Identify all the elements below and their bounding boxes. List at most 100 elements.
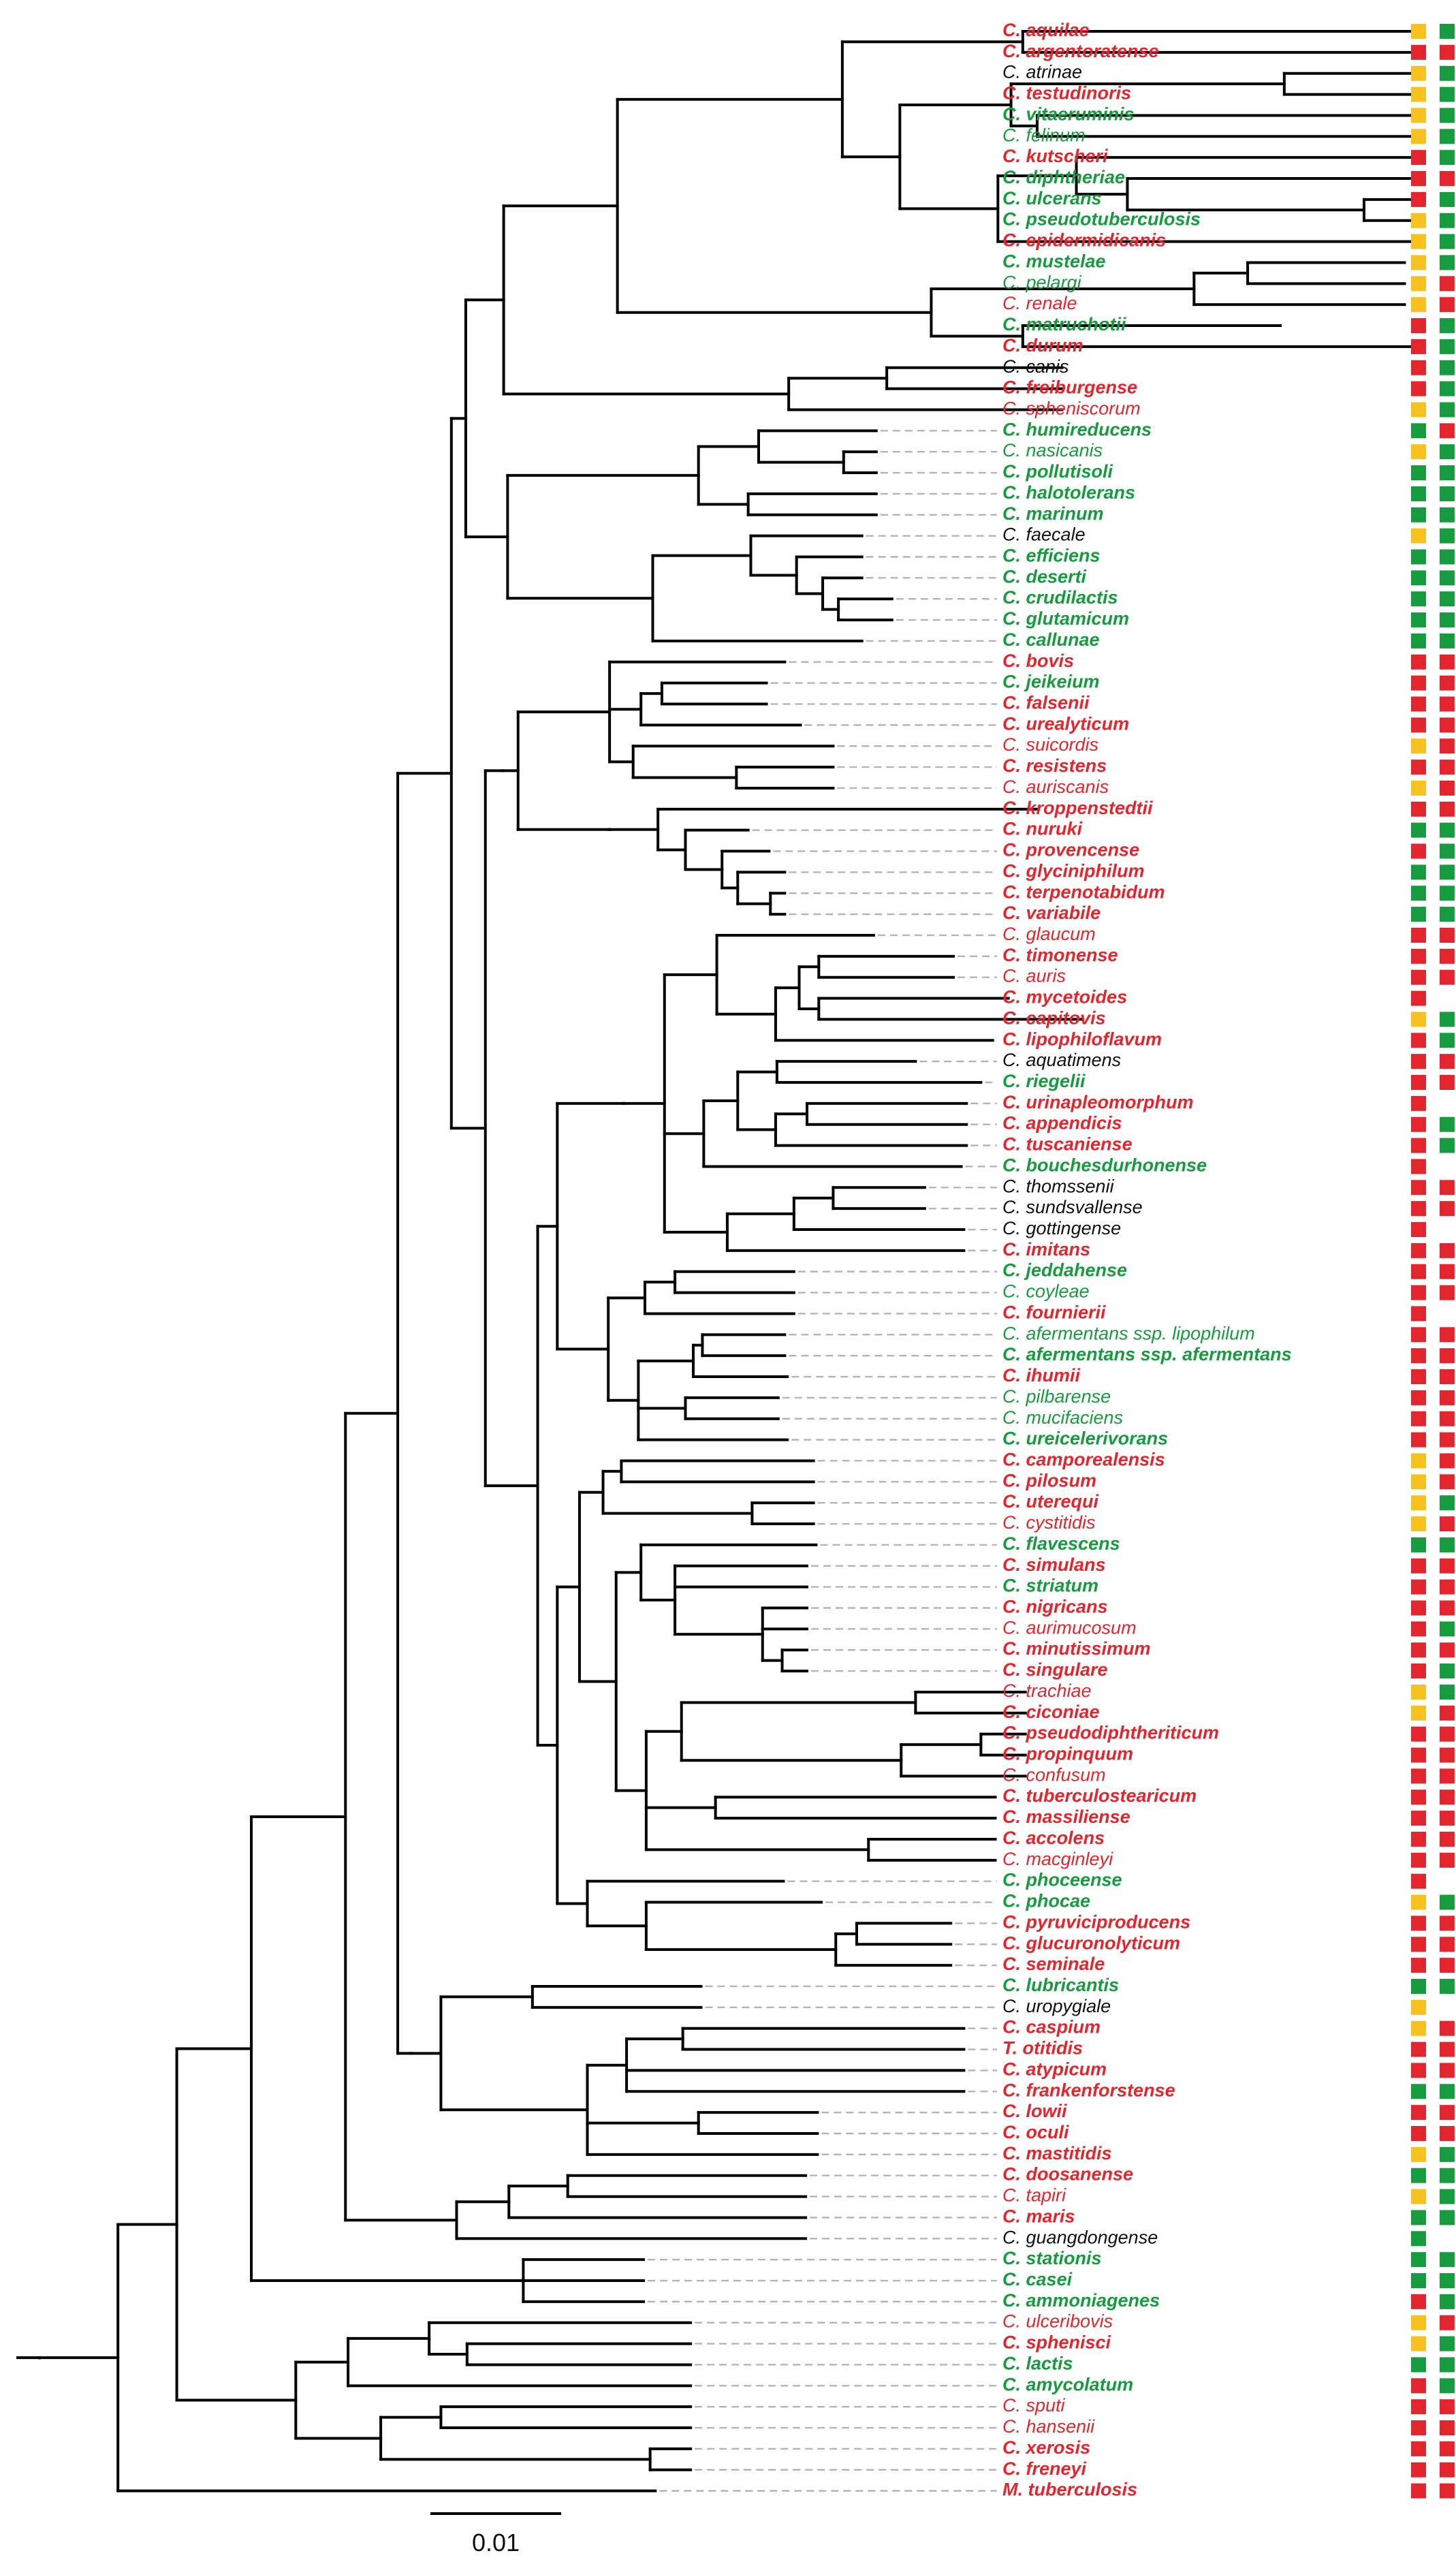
taxon-epithet: tuscaniense <box>1026 1134 1133 1155</box>
taxon-epithet: glucuronolyticum <box>1026 1933 1181 1953</box>
status-square-sputi-1 <box>1411 2399 1426 2415</box>
taxon-label-casei: C. casei <box>1002 2269 1073 2289</box>
taxon-epithet: ulceribovis <box>1026 2311 1113 2332</box>
taxon-epithet: variabile <box>1026 903 1101 923</box>
taxon-label-frankenforstense: C. frankenforstense <box>1002 2080 1175 2100</box>
status-square-lipophiloflavum-2 <box>1440 1033 1455 1048</box>
taxon-epithet: flavescens <box>1026 1533 1120 1554</box>
status-square-renale-2 <box>1440 297 1455 313</box>
status-square-cystitidis-1 <box>1411 1516 1426 1532</box>
taxon-epithet: canis <box>1026 356 1069 377</box>
taxon-epithet: testudinoris <box>1026 83 1132 104</box>
taxon-label-glutamicum: C. glutamicum <box>1002 608 1129 629</box>
status-square-kutscheri-1 <box>1411 150 1426 166</box>
status-square-atrinae-2 <box>1440 65 1455 81</box>
status-square-deserti-2 <box>1440 570 1455 586</box>
taxon-label-kutscheri: C. kutscheri <box>1002 146 1108 166</box>
status-square-pilosum-1 <box>1411 1474 1426 1490</box>
status-square-lubricantis-1 <box>1411 1978 1426 1994</box>
status-square-ureicelerivorans-2 <box>1440 1432 1455 1448</box>
scale-bar: 0.01 <box>430 2512 561 2557</box>
taxon-epithet: freiburgense <box>1026 377 1138 398</box>
status-square-diphtheriae-2 <box>1440 171 1455 187</box>
status-square-aurimucosum-2 <box>1440 1621 1455 1637</box>
taxon-label-otitidis: T. otitidis <box>1002 2038 1083 2059</box>
taxon-genus: C. <box>1002 1996 1026 2016</box>
taxon-genus: C. <box>1002 503 1026 524</box>
status-square-stationis-1 <box>1411 2252 1426 2268</box>
status-square-mucifaciens-1 <box>1411 1411 1426 1426</box>
taxon-label-argentoratense: C. argentoratense <box>1002 41 1159 61</box>
taxon-label-bouchesdurhonense: C. bouchesdurhonense <box>1002 1155 1207 1176</box>
taxon-epithet: accolens <box>1026 1828 1105 1848</box>
taxon-label-trachiae: C. trachiae <box>1002 1680 1092 1701</box>
taxon-genus: C. <box>1002 1744 1026 1764</box>
taxon-label-timonense: C. timonense <box>1002 945 1118 965</box>
taxon-label-atrinae: C. atrinae <box>1002 62 1082 82</box>
taxon-epithet: mycetoides <box>1026 987 1128 1007</box>
taxon-genus: C. <box>1002 1849 1026 1869</box>
taxon-genus: C. <box>1002 945 1026 965</box>
taxon-label-crudilactis: C. crudilactis <box>1002 587 1118 608</box>
status-square-matruchotii-2 <box>1440 318 1455 334</box>
status-square-freneyi-1 <box>1411 2462 1426 2477</box>
status-square-nuruki-1 <box>1411 822 1426 838</box>
taxon-label-flavescens: C. flavescens <box>1002 1533 1120 1554</box>
status-square-propinquum-1 <box>1411 1747 1426 1763</box>
taxon-epithet: maris <box>1026 2206 1075 2227</box>
taxon-genus: C. <box>1002 83 1026 104</box>
taxon-epithet: spheniscorum <box>1026 398 1141 419</box>
taxon-label-phoceense: C. phoceense <box>1002 1870 1122 1890</box>
status-square-terpenotabidum-1 <box>1411 886 1426 901</box>
status-square-faecale-2 <box>1440 528 1455 544</box>
taxon-label-atypicum: C. atypicum <box>1002 2059 1107 2080</box>
taxon-epithet: timonense <box>1026 945 1118 965</box>
taxon-genus: C. <box>1002 2164 1026 2185</box>
status-square-pseudotuberculosis-1 <box>1411 213 1426 228</box>
taxon-label-coyleae: C. coyleae <box>1002 1281 1090 1302</box>
taxon-genus: M. <box>1002 2480 1028 2500</box>
taxon-genus: C. <box>1002 1450 1026 1470</box>
status-square-lowii-2 <box>1440 2105 1455 2121</box>
status-square-halotolerans-1 <box>1411 486 1426 501</box>
taxon-epithet: lactis <box>1026 2354 1073 2374</box>
status-square-ciconiae-1 <box>1411 1705 1426 1721</box>
taxon-epithet: lubricantis <box>1026 1975 1120 1995</box>
taxon-genus: C. <box>1002 1470 1026 1490</box>
taxon-label-cystitidis: C. cystitidis <box>1002 1512 1096 1533</box>
status-square-propinquum-2 <box>1440 1747 1455 1763</box>
status-square-pilbarense-2 <box>1440 1390 1455 1405</box>
status-square-lactis-2 <box>1440 2357 1455 2373</box>
taxon-label-macginleyi: C. macginleyi <box>1002 1849 1113 1869</box>
taxon-label-xerosis: C. xerosis <box>1002 2437 1090 2458</box>
taxon-label-nasicanis: C. nasicanis <box>1002 440 1103 460</box>
status-square-marinum-2 <box>1440 507 1455 522</box>
taxon-genus: C. <box>1002 314 1026 334</box>
taxon-label-ulceribovis: C. ulceribovis <box>1002 2311 1113 2332</box>
status-square-glaucum-2 <box>1440 927 1455 943</box>
status-square-sputi-2 <box>1440 2399 1455 2415</box>
taxon-epithet: atrinae <box>1026 62 1083 82</box>
taxon-label-stationis: C. stationis <box>1002 2248 1102 2268</box>
taxon-epithet: ammoniagenes <box>1026 2290 1160 2311</box>
status-square-glyciniphilum-1 <box>1411 864 1426 880</box>
status-square-freneyi-2 <box>1440 2462 1455 2477</box>
taxon-label-appendicis: C. appendicis <box>1002 1113 1122 1134</box>
status-square-amycolatum-2 <box>1440 2378 1455 2394</box>
taxon-genus: C. <box>1002 398 1026 419</box>
status-square-mastitidis-1 <box>1411 2146 1426 2162</box>
taxon-label-lowii: C. lowii <box>1002 2101 1067 2121</box>
status-square-confusum-1 <box>1411 1768 1426 1784</box>
taxon-epithet: uterequi <box>1026 1491 1099 1512</box>
taxon-epithet: cystitidis <box>1026 1512 1096 1533</box>
status-square-doosanense-1 <box>1411 2168 1426 2183</box>
taxon-epithet: halotolerans <box>1026 482 1136 503</box>
status-square-pollutisoli-1 <box>1411 465 1426 481</box>
status-square-lowii-1 <box>1411 2105 1426 2121</box>
status-square-riegelii-2 <box>1440 1075 1455 1090</box>
taxon-label-humireducens: C. humireducens <box>1002 419 1152 439</box>
taxon-genus: C. <box>1002 2143 1026 2163</box>
status-square-caspium-1 <box>1411 2020 1426 2036</box>
status-square-minutissimum-2 <box>1440 1642 1455 1658</box>
